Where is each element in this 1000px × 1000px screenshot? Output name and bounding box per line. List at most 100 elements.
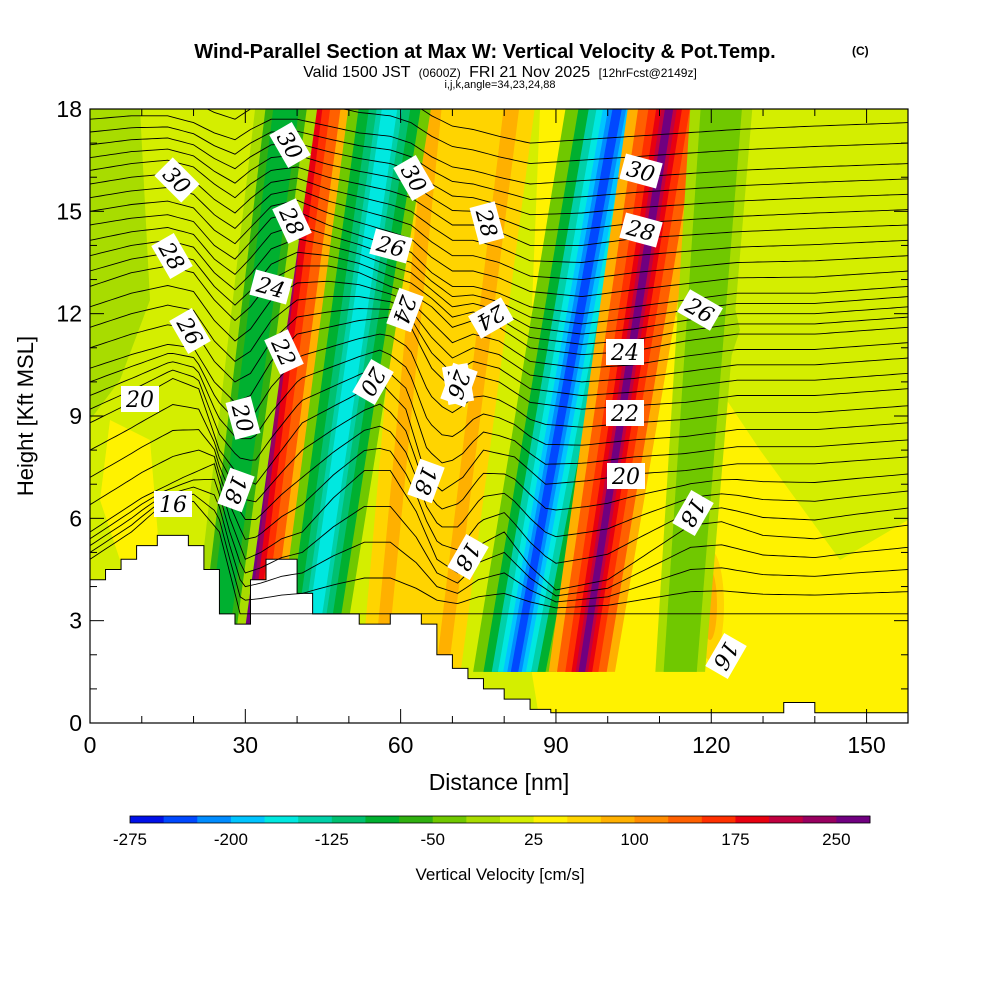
chart-title-mark: (C) <box>852 44 869 58</box>
contour-label-bg <box>369 228 413 264</box>
contour-label-bg <box>677 289 723 331</box>
theta-contour-20 <box>90 378 908 492</box>
colorbar: -275 -200 -125 -50 25 100 175 250 <box>113 815 871 849</box>
chart-subtitle: Valid 1500 JST (0600Z) FRI 21 Nov 2025 [… <box>303 64 697 81</box>
colorbar-tick-label: -125 <box>315 830 349 849</box>
colorbar-swatch <box>365 816 400 823</box>
contour-label-bg <box>619 153 663 189</box>
theta-contour-minor <box>90 280 908 369</box>
colorbar-swatch <box>836 816 871 823</box>
colorbar-swatch <box>197 816 232 823</box>
subtitle-valid: Valid 1500 JST <box>303 64 411 81</box>
theta-contour-minor <box>420 109 908 144</box>
x-axis-label: Distance [nm] <box>429 769 570 795</box>
theta-contour-minor <box>206 109 908 165</box>
subtitle-date: FRI 21 Nov 2025 <box>469 64 590 81</box>
contour-label-bg <box>154 491 192 517</box>
x-tick-label: 0 <box>84 732 97 758</box>
contour-label-bg <box>672 490 714 536</box>
contour-label-bg <box>269 122 311 168</box>
colorbar-tick-label: -200 <box>214 830 248 849</box>
theta-contour-labels: 3028262016302824222018302620182420182824… <box>121 122 747 679</box>
colorbar-swatch <box>331 816 366 823</box>
contour-label-text: 20 <box>125 388 154 413</box>
contour-label-bg <box>447 534 489 580</box>
theta-contour-26 <box>90 210 908 315</box>
colorbar-swatch <box>432 816 467 823</box>
colorbar-tick-label: 100 <box>620 830 648 849</box>
downdraft-band-2-level-6 <box>510 109 622 672</box>
downdraft-band-0-level-2 <box>203 109 300 672</box>
contour-label-bg <box>272 198 312 244</box>
x-tick-label: 120 <box>692 732 730 758</box>
x-tick-label: 60 <box>388 732 414 758</box>
downdraft-band-3-level-1 <box>663 109 742 672</box>
theta-contour-30 <box>90 115 908 185</box>
contour-label-bg <box>407 458 445 504</box>
colorbar-swatch <box>769 816 804 823</box>
colorbar-swatch <box>802 816 837 823</box>
colorbar-swatch <box>533 816 568 823</box>
subtitle-zulu: (0600Z) <box>419 66 461 80</box>
colorbar-swatch <box>634 816 669 823</box>
colorbar-swatch <box>466 816 501 823</box>
theta-contour-minor <box>90 296 908 383</box>
updraft-band-4-level-5 <box>578 109 674 672</box>
contour-label-text: 20 <box>611 465 640 490</box>
plot-area: 3028262016302824222018302620182420182824… <box>90 109 908 723</box>
theta-contour-minor <box>90 493 908 609</box>
contour-label: 20 <box>121 386 159 413</box>
colorbar-swatch <box>130 816 165 823</box>
contour-label-bg <box>393 155 435 201</box>
colorbar-swatch <box>701 816 736 823</box>
theta-contour-minor <box>90 173 908 263</box>
theta-contour-minor <box>90 333 908 428</box>
colorbar-tick-label: -275 <box>113 830 147 849</box>
chart-subtitle-indices: i,j,k,angle=34,23,24,88 <box>444 79 555 91</box>
contour-label-bg <box>249 269 293 305</box>
y-tick-label: 12 <box>56 301 82 327</box>
x-tick-label: 150 <box>847 732 885 758</box>
colorbar-swatch <box>399 816 434 823</box>
y-tick-label: 9 <box>69 403 82 429</box>
colorbar-swatch <box>567 816 602 823</box>
y-tick-label: 3 <box>69 608 82 634</box>
downdraft-band-3 <box>655 109 753 672</box>
subtitle-fcst: [12hrFcst@2149z] <box>599 66 697 80</box>
contour-label-bg <box>619 212 663 248</box>
colorbar-label: Vertical Velocity [cm/s] <box>415 865 584 884</box>
theta-contour-minor <box>90 126 908 200</box>
y-tick-label: 0 <box>69 710 82 736</box>
contour-label-bg <box>468 297 514 339</box>
theta-contour-minor <box>90 486 908 603</box>
colorbar-swatch <box>668 816 703 823</box>
contour-label-bg <box>154 157 200 203</box>
colorbar-tick-label: 25 <box>524 830 543 849</box>
contour-label: 24 <box>606 339 644 366</box>
contour-label-text: 24 <box>610 341 639 366</box>
theta-contour-minor <box>90 478 908 597</box>
axes: 0 30 60 90 120 150 0 3 6 9 12 15 18 <box>56 96 908 758</box>
x-tick-label: 90 <box>543 732 569 758</box>
colorbar-swatch <box>735 816 770 823</box>
contour-label-bg <box>121 386 159 412</box>
theta-contour-minor <box>90 365 908 465</box>
theta-contour-minor <box>90 403 908 511</box>
theta-contour-minor <box>90 137 908 216</box>
contour-label-bg <box>264 329 304 375</box>
colorbar-swatch <box>230 816 266 823</box>
contour-label-bg <box>386 287 424 333</box>
contour-label-bg <box>705 633 747 679</box>
colorbar-frame <box>129 815 871 824</box>
theta-contour-22 <box>90 316 908 410</box>
colorbar-swatch <box>163 816 198 823</box>
contour-label-bg <box>607 463 645 489</box>
contour-label-bg <box>352 359 394 405</box>
theta-contour-minor <box>90 349 908 446</box>
contour-label: 26 <box>369 228 413 264</box>
y-tick-label: 18 <box>56 96 82 122</box>
colorbar-swatch <box>600 816 636 823</box>
contour-label: 18 <box>407 458 445 504</box>
contour-label-bg <box>169 308 211 354</box>
